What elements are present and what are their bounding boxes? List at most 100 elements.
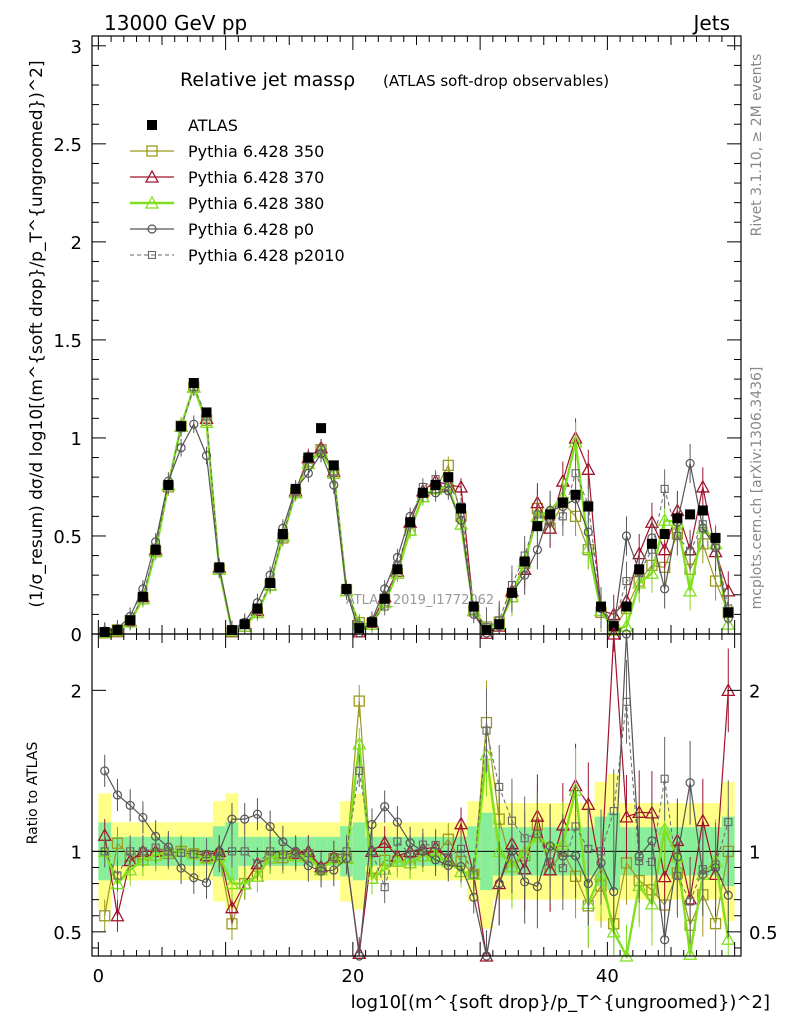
ratio-data-point xyxy=(240,814,250,824)
ratio-data-point xyxy=(189,849,198,858)
atlas-data-point xyxy=(341,583,352,594)
ratio-data-point xyxy=(673,871,682,880)
ratio-data-point xyxy=(532,881,542,892)
legend-marker xyxy=(144,169,160,183)
legend-label: Pythia 6.428 p0 xyxy=(188,220,314,239)
ratio-data-point xyxy=(291,849,300,858)
ratio-y-tick-label-right: 0.5 xyxy=(749,923,778,944)
main-data-point xyxy=(442,459,454,472)
ratio-data-point xyxy=(685,778,695,788)
ratio-data-point xyxy=(367,847,377,856)
x-tick-label: 40 xyxy=(596,966,619,987)
main-data-point xyxy=(686,547,695,556)
ratio-data-point xyxy=(686,897,695,906)
legend-marker xyxy=(146,145,158,157)
atlas-data-point xyxy=(634,564,645,575)
ratio-data-point xyxy=(657,869,672,883)
y-tick-label-main: 3 xyxy=(71,37,82,58)
ratio-data-point xyxy=(253,859,262,868)
main-data-point xyxy=(698,520,707,529)
ratio-data-point xyxy=(380,883,389,892)
main-data-point xyxy=(657,512,672,526)
ratio-data-point xyxy=(520,834,529,843)
y-axis-label-main: (1/σ_resum) dσ/d log10[(m^{soft drop}/p_… xyxy=(27,60,47,607)
main-data-point xyxy=(533,510,542,519)
atlas-data-point xyxy=(176,421,187,432)
atlas-data-point xyxy=(697,505,708,516)
ratio-data-point xyxy=(177,848,186,857)
ratio-data-point xyxy=(304,849,313,858)
atlas-data-point xyxy=(545,509,556,520)
ratio-panel-frame xyxy=(91,633,742,957)
legend-marker xyxy=(147,250,157,260)
ratio-y-tick-label-right: 1 xyxy=(749,842,760,863)
atlas-data-point xyxy=(366,617,377,628)
main-data-point xyxy=(657,542,672,556)
ratio-data-point xyxy=(482,726,491,735)
ratio-data-point xyxy=(619,809,634,823)
ratio-data-point xyxy=(352,736,367,750)
main-series-line xyxy=(104,383,730,634)
atlas-data-point xyxy=(137,591,148,602)
ratio-data-point xyxy=(469,892,479,902)
main-series-line xyxy=(104,422,729,634)
main-data-point xyxy=(380,584,390,594)
ratio-data-point xyxy=(507,816,516,825)
ratio-data-point xyxy=(278,850,287,859)
ratio-data-point xyxy=(469,870,478,879)
ratio-data-point xyxy=(111,837,124,849)
mcplots-label: mcplots.cern.ch [arXiv:1306.3436] xyxy=(749,367,765,610)
main-data-point xyxy=(317,445,326,454)
x-tick-label: 0 xyxy=(93,966,104,987)
ratio-data-point xyxy=(456,844,466,853)
main-data-point xyxy=(622,577,631,586)
atlas-data-point xyxy=(392,564,403,575)
ratio-data-point xyxy=(494,878,504,889)
x-tick-label: 20 xyxy=(341,966,364,987)
ratio-data-point xyxy=(709,917,722,930)
ratio-data-point xyxy=(215,852,224,861)
ratio-data-point xyxy=(164,847,173,856)
atlas-data-point xyxy=(379,593,390,604)
atlas-data-point xyxy=(443,472,454,483)
ratio-data-point xyxy=(390,853,405,867)
ratio-data-point xyxy=(151,843,160,852)
ratio-data-point xyxy=(138,847,147,856)
atlas-data-point xyxy=(112,625,123,636)
y-tick-label-main: 1.5 xyxy=(53,331,82,352)
ratio-data-point xyxy=(99,910,111,922)
atlas-data-point xyxy=(570,489,581,500)
legend-marker xyxy=(147,224,157,234)
atlas-data-point xyxy=(685,509,696,520)
main-data-point xyxy=(303,468,313,478)
ratio-data-point xyxy=(660,774,669,783)
ratio-y-tick-label: 2 xyxy=(71,681,82,702)
atlas-data-point xyxy=(659,529,670,540)
ratio-data-point xyxy=(113,871,122,880)
atlas-data-point xyxy=(125,615,136,626)
ratio-data-point xyxy=(237,876,252,890)
main-series-group xyxy=(97,378,736,639)
ratio-data-point xyxy=(380,802,390,812)
main-data-point xyxy=(403,522,418,536)
ratio-data-point xyxy=(126,847,135,856)
main-data-point xyxy=(176,443,186,453)
ratio-data-point xyxy=(406,850,415,859)
ratio-data-point xyxy=(606,924,621,938)
main-data-point xyxy=(660,484,669,493)
main-data-point xyxy=(581,461,596,475)
main-data-point xyxy=(621,531,632,541)
ratio-data-point xyxy=(724,818,733,827)
ratio-data-point xyxy=(657,821,672,835)
atlas-data-point xyxy=(596,601,607,612)
legend-label: Pythia 6.428 370 xyxy=(188,168,324,187)
ratio-data-point xyxy=(647,857,656,866)
ratio-series-line xyxy=(104,633,729,957)
atlas-data-point xyxy=(328,460,339,471)
main-series-line xyxy=(104,385,729,633)
ratio-data-point xyxy=(431,840,440,850)
main-data-point xyxy=(660,584,670,594)
ratio-data-point xyxy=(252,809,263,819)
ratio-series-line xyxy=(104,701,729,903)
